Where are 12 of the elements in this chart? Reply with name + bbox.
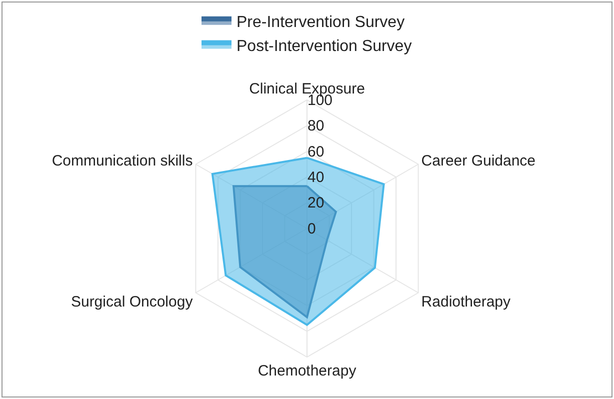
spoke-label: Communication skills: [52, 152, 193, 170]
spoke-label: Surgical Oncology: [70, 294, 194, 311]
spoke-label: Radiotherapy: [421, 294, 512, 311]
y-tick-label: 0: [308, 220, 316, 238]
spoke-label: Chemotherapy: [258, 362, 357, 380]
y-tick-label: 80: [308, 118, 324, 135]
y-tick-label: 20: [308, 194, 324, 212]
legend-label: Pre-Intervention Survey: [236, 14, 405, 32]
y-tick-label: 60: [308, 143, 324, 160]
legend-label: Post-Intervention Survey: [236, 38, 412, 55]
y-tick-label: 40: [308, 168, 324, 186]
spoke-label: Career Guidance: [421, 152, 536, 170]
